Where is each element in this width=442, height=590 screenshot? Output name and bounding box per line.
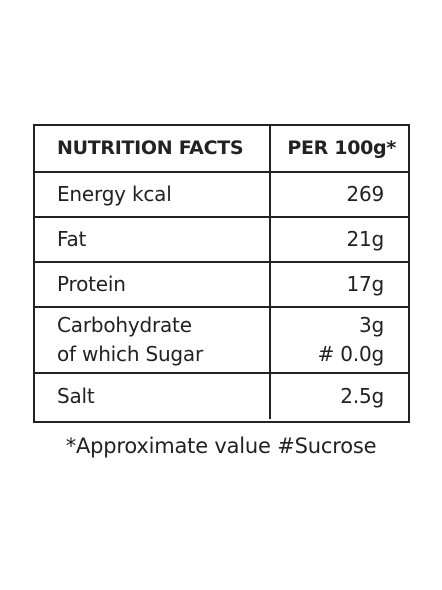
header-value: PER 100g* — [271, 126, 408, 173]
nutrition-facts-table: NUTRITION FACTS PER 100g* Energy kcal 26… — [33, 124, 410, 423]
row-value-salt: 2.5g — [340, 384, 384, 408]
row-value-fat: 21g — [271, 218, 408, 263]
row-label-fat: Fat — [35, 218, 271, 263]
sugar-label: of which Sugar — [57, 342, 203, 366]
row-label-protein: Protein — [35, 263, 271, 308]
sugar-value: # 0.0g — [317, 342, 385, 366]
row-label-salt: Salt — [35, 374, 271, 419]
row-value-energy: 269 — [271, 173, 408, 218]
row-value-protein: 17g — [271, 263, 408, 308]
carbohydrate-label: Carbohydrate — [57, 313, 192, 337]
header-label: NUTRITION FACTS — [35, 126, 271, 173]
carbohydrate-value: 3g — [358, 313, 384, 337]
row-value-carbohydrate: 3g # 0.0g — [271, 308, 408, 374]
row-label-energy: Energy kcal — [35, 173, 271, 218]
footnote: *Approximate value #Sucrose — [65, 434, 377, 458]
row-label-carbohydrate: Carbohydrate of which Sugar — [35, 308, 271, 374]
